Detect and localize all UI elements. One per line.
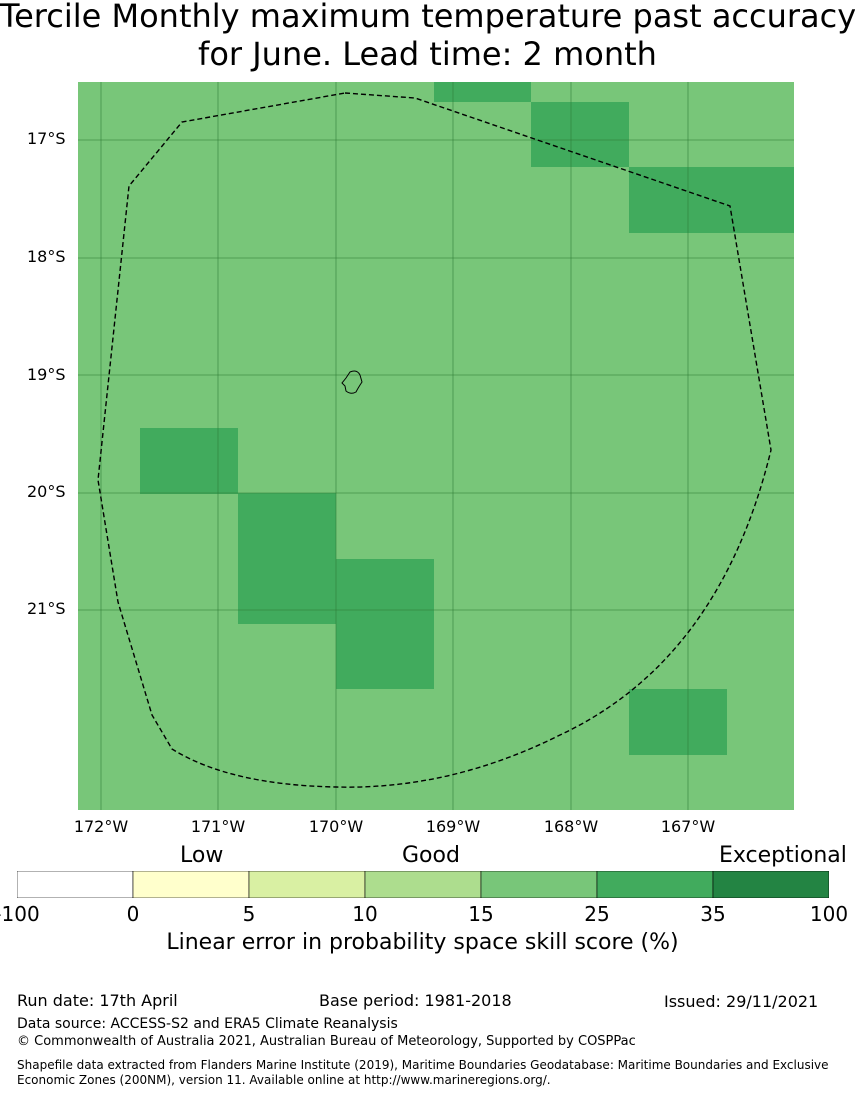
category-good: Good [402, 843, 460, 868]
gridlines [78, 82, 794, 810]
lat-label: 18°S [27, 247, 66, 266]
colorbar-tick: 15 [468, 902, 494, 926]
eez-boundary [97, 92, 772, 788]
colorbar [17, 871, 829, 898]
colorbar-segment [596, 871, 714, 898]
lon-label: 169°W [425, 817, 481, 836]
category-low: Low [180, 843, 224, 868]
highlight-cells [140, 82, 794, 755]
lat-label: 17°S [27, 129, 66, 148]
skill-cell [531, 102, 629, 167]
run-date: Run date: 17th April [17, 991, 178, 1010]
skill-cell [238, 493, 336, 624]
colorbar-segment [132, 871, 250, 898]
base-period: Base period: 1981-2018 [319, 991, 512, 1010]
copyright: © Commonwealth of Australia 2021, Austra… [17, 1034, 636, 1049]
lon-label: 167°W [660, 817, 716, 836]
colorbar-tick: -100 [0, 902, 40, 926]
colorbar-segment [17, 871, 134, 898]
colorbar-segment [480, 871, 598, 898]
colorbar-tick: 25 [584, 902, 610, 926]
colorbar-tick: 100 [809, 902, 849, 926]
lon-label: 168°W [543, 817, 599, 836]
skill-map [78, 82, 794, 810]
map-title-line2: for June. Lead time: 2 month [198, 35, 657, 73]
issued-date: Issued: 29/11/2021 [664, 992, 819, 1011]
data-source: Data source: ACCESS-S2 and ERA5 Climate … [17, 1016, 398, 1032]
map-title-line1: Tercile Monthly maximum temperature past… [0, 0, 855, 35]
skill-cell [629, 689, 727, 755]
lat-label: 19°S [27, 365, 66, 384]
shapefile-credit: Shapefile data extracted from Flanders M… [17, 1058, 829, 1087]
lat-label: 21°S [27, 599, 66, 618]
colorbar-tick: 0 [126, 902, 140, 926]
skill-cell [336, 559, 434, 689]
colorbar-segment [248, 871, 366, 898]
lon-label: 171°W [190, 817, 246, 836]
colorbar-segment [712, 871, 829, 898]
island-outline [341, 370, 363, 394]
colorbar-tick: 10 [352, 902, 378, 926]
skill-cell [140, 428, 238, 494]
colorbar-tick: 5 [242, 902, 256, 926]
skill-cell [434, 82, 531, 102]
lat-label: 20°S [27, 482, 66, 501]
category-exceptional: Exceptional [719, 843, 847, 868]
lon-label: 172°W [73, 817, 129, 836]
colorbar-title: Linear error in probability space skill … [166, 930, 679, 955]
skill-cell [629, 167, 794, 233]
lon-label: 170°W [308, 817, 364, 836]
colorbar-segment [364, 871, 482, 898]
colorbar-tick: 35 [700, 902, 726, 926]
